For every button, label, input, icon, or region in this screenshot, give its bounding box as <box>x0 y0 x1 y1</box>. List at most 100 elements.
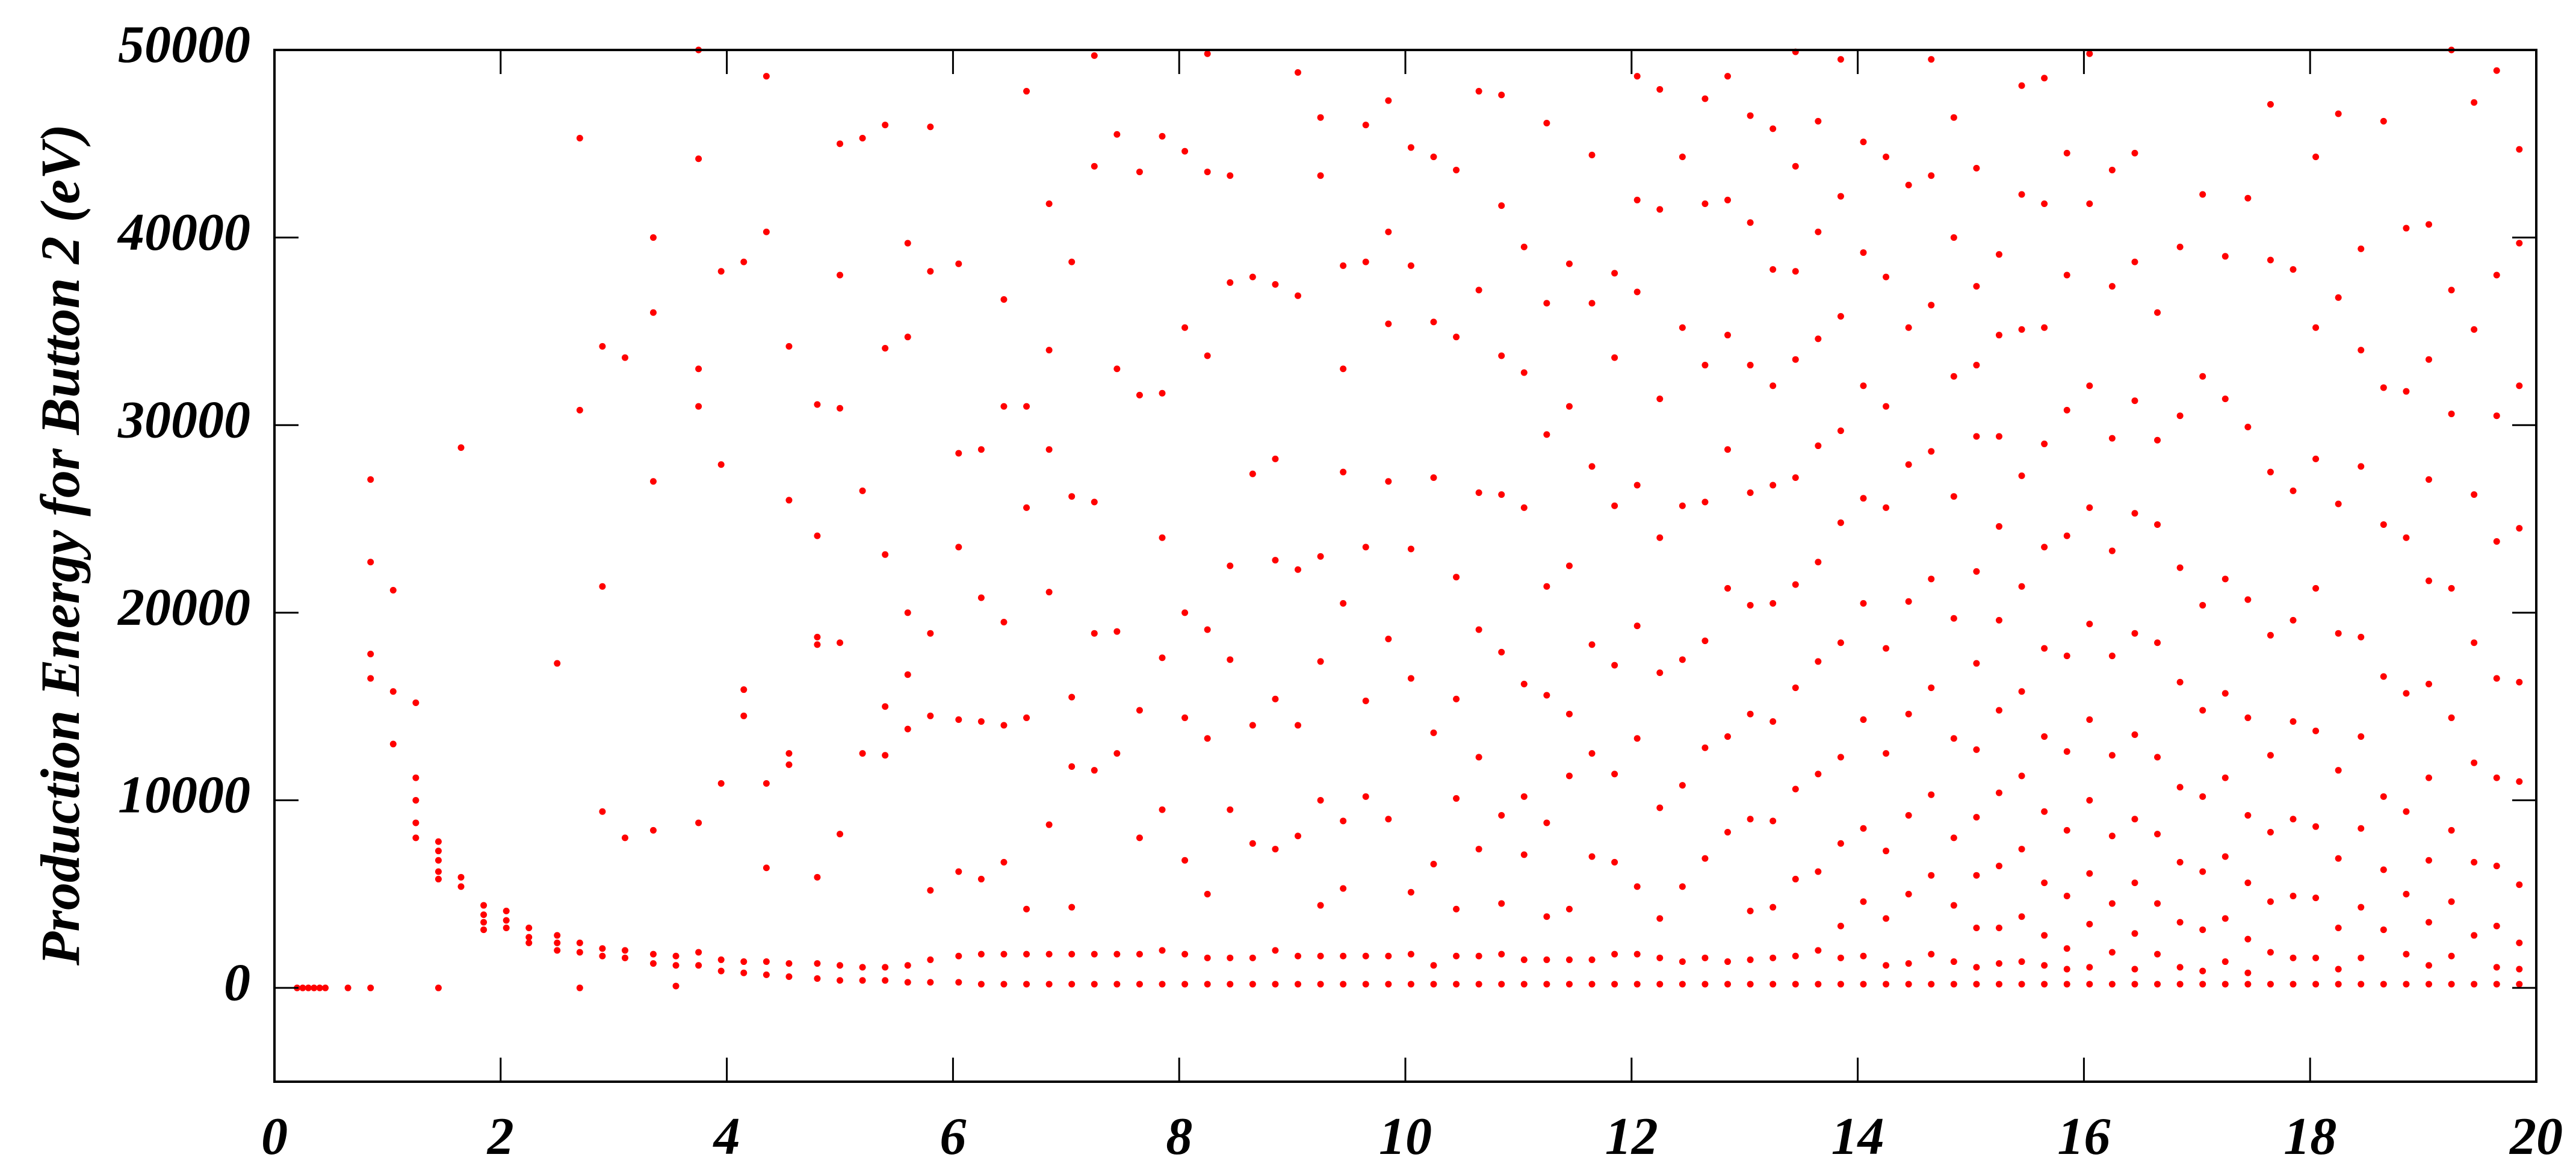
point <box>2221 774 2229 781</box>
point <box>1249 722 1256 729</box>
point <box>2267 631 2274 639</box>
point <box>1656 85 1664 93</box>
point <box>576 134 583 141</box>
point <box>2041 733 2048 740</box>
point <box>2425 577 2432 584</box>
point <box>2267 981 2274 988</box>
point <box>2403 890 2410 898</box>
point <box>599 343 606 350</box>
x-tick-label: 16 <box>2057 1108 2110 1166</box>
point <box>1565 562 1573 569</box>
point <box>1136 169 1143 176</box>
point <box>1905 890 1912 898</box>
point <box>2358 981 2365 988</box>
point <box>1995 981 2002 988</box>
point <box>977 718 985 725</box>
point <box>2131 731 2138 738</box>
point <box>2493 412 2500 420</box>
point <box>2425 962 2432 969</box>
point <box>904 671 911 678</box>
point <box>1679 958 1686 966</box>
point <box>1159 981 1166 988</box>
point <box>1045 950 1053 958</box>
point <box>1543 819 1550 826</box>
point <box>1543 913 1550 920</box>
point <box>1611 354 1618 361</box>
point <box>2267 949 2274 956</box>
point <box>1701 362 1709 369</box>
point <box>1543 583 1550 590</box>
point <box>1747 362 1754 369</box>
point <box>1565 981 1573 988</box>
point <box>389 587 397 594</box>
point <box>1204 352 1211 359</box>
point <box>2154 754 2161 761</box>
point <box>1385 816 1392 823</box>
point <box>1860 600 1867 607</box>
point <box>1000 403 1008 410</box>
point <box>1475 952 1482 960</box>
point <box>1815 335 1822 343</box>
point <box>1905 981 1912 988</box>
point <box>554 939 561 946</box>
point <box>621 954 628 961</box>
point <box>435 875 442 882</box>
point <box>2493 675 2500 682</box>
point <box>2244 194 2252 202</box>
point <box>2041 645 2048 652</box>
point <box>1045 589 1053 596</box>
point <box>2131 981 2138 988</box>
point <box>599 583 606 590</box>
point <box>599 808 606 815</box>
point <box>2063 826 2070 834</box>
point <box>1340 365 1347 373</box>
point <box>859 964 866 971</box>
point <box>955 716 962 724</box>
point <box>2471 759 2478 766</box>
point <box>480 926 488 934</box>
point <box>1883 273 1890 281</box>
point <box>305 984 312 991</box>
point <box>1769 954 1777 961</box>
point <box>1362 697 1369 704</box>
point <box>1159 947 1166 954</box>
point <box>1023 905 1030 913</box>
point <box>955 260 962 267</box>
point <box>904 609 911 616</box>
point <box>1995 924 2002 931</box>
point <box>503 924 510 931</box>
point <box>1430 962 1437 969</box>
point <box>1565 772 1573 780</box>
point <box>837 977 843 984</box>
point <box>2403 534 2410 541</box>
point <box>2448 411 2455 418</box>
point <box>2425 919 2432 926</box>
point <box>1362 258 1369 265</box>
point <box>1724 73 1732 80</box>
point <box>1000 722 1008 729</box>
point <box>2312 727 2320 734</box>
point <box>740 712 748 719</box>
point <box>904 979 911 986</box>
point <box>1928 684 1935 692</box>
point <box>1045 821 1053 828</box>
point <box>740 969 748 976</box>
point <box>2358 463 2365 470</box>
point <box>1068 763 1076 770</box>
point <box>1340 600 1347 607</box>
point <box>2471 491 2478 498</box>
point <box>1747 907 1754 914</box>
point <box>1837 193 1844 200</box>
point <box>1475 846 1482 853</box>
point <box>1475 754 1482 761</box>
point <box>1113 628 1121 635</box>
point <box>2131 258 2138 265</box>
point <box>1973 924 1980 931</box>
point <box>2108 752 2116 759</box>
point <box>2448 584 2455 592</box>
point <box>1995 863 2002 870</box>
point <box>1633 73 1641 80</box>
point <box>2493 271 2500 279</box>
point <box>2086 200 2093 208</box>
point <box>2041 200 2048 208</box>
